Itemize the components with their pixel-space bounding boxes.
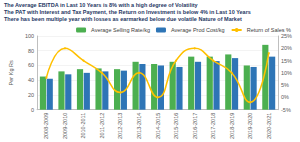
svg-text:The Average EBITDA in Last 10: The Average EBITDA in Last 10 Years is 8… (4, 2, 199, 8)
svg-text:There has been multiple year w: There has been multiple year with losses… (4, 16, 242, 22)
svg-text:60: 60 (28, 62, 34, 68)
svg-text:Return of Sales %: Return of Sales % (247, 27, 291, 33)
svg-text:10%: 10% (281, 70, 292, 76)
svg-text:2017-2018: 2017-2018 (210, 113, 216, 139)
svg-text:-5%: -5% (281, 107, 291, 113)
svg-text:2019-2020: 2019-2020 (247, 113, 253, 139)
svg-text:2008-2009: 2008-2009 (43, 113, 49, 139)
svg-text:The PAT with Interest and Tax: The PAT with Interest and Tax Payment, t… (4, 9, 251, 15)
svg-text:25%: 25% (281, 33, 292, 39)
svg-text:2020-2021: 2020-2021 (266, 113, 272, 139)
svg-text:20: 20 (28, 92, 34, 98)
svg-text:Per Kg Rs: Per Kg Rs (8, 60, 14, 85)
svg-text:2012-2013: 2012-2013 (117, 113, 123, 139)
svg-text:2010-2011: 2010-2011 (80, 113, 86, 139)
svg-text:80: 80 (28, 48, 34, 54)
svg-text:20%: 20% (281, 45, 292, 51)
svg-text:2011-2012: 2011-2012 (99, 113, 105, 139)
svg-text:40: 40 (28, 77, 34, 83)
svg-text:2016-2017: 2016-2017 (192, 113, 198, 139)
svg-text:Average Selling Rate/kg: Average Selling Rate/kg (91, 27, 150, 33)
svg-text:2009-2010: 2009-2010 (62, 113, 68, 139)
svg-text:2014-2015: 2014-2015 (155, 113, 161, 139)
svg-text:2018-2019: 2018-2019 (229, 113, 235, 139)
svg-text:0%: 0% (281, 94, 289, 100)
svg-text:15%: 15% (281, 58, 292, 64)
svg-text:100: 100 (25, 33, 34, 39)
svg-text:0: 0 (31, 107, 34, 113)
svg-text:Average Prod Cost/kg: Average Prod Cost/kg (171, 27, 225, 33)
svg-text:2015-2016: 2015-2016 (173, 113, 179, 139)
svg-text:2013-2014: 2013-2014 (136, 113, 142, 139)
svg-text:5%: 5% (281, 82, 289, 88)
